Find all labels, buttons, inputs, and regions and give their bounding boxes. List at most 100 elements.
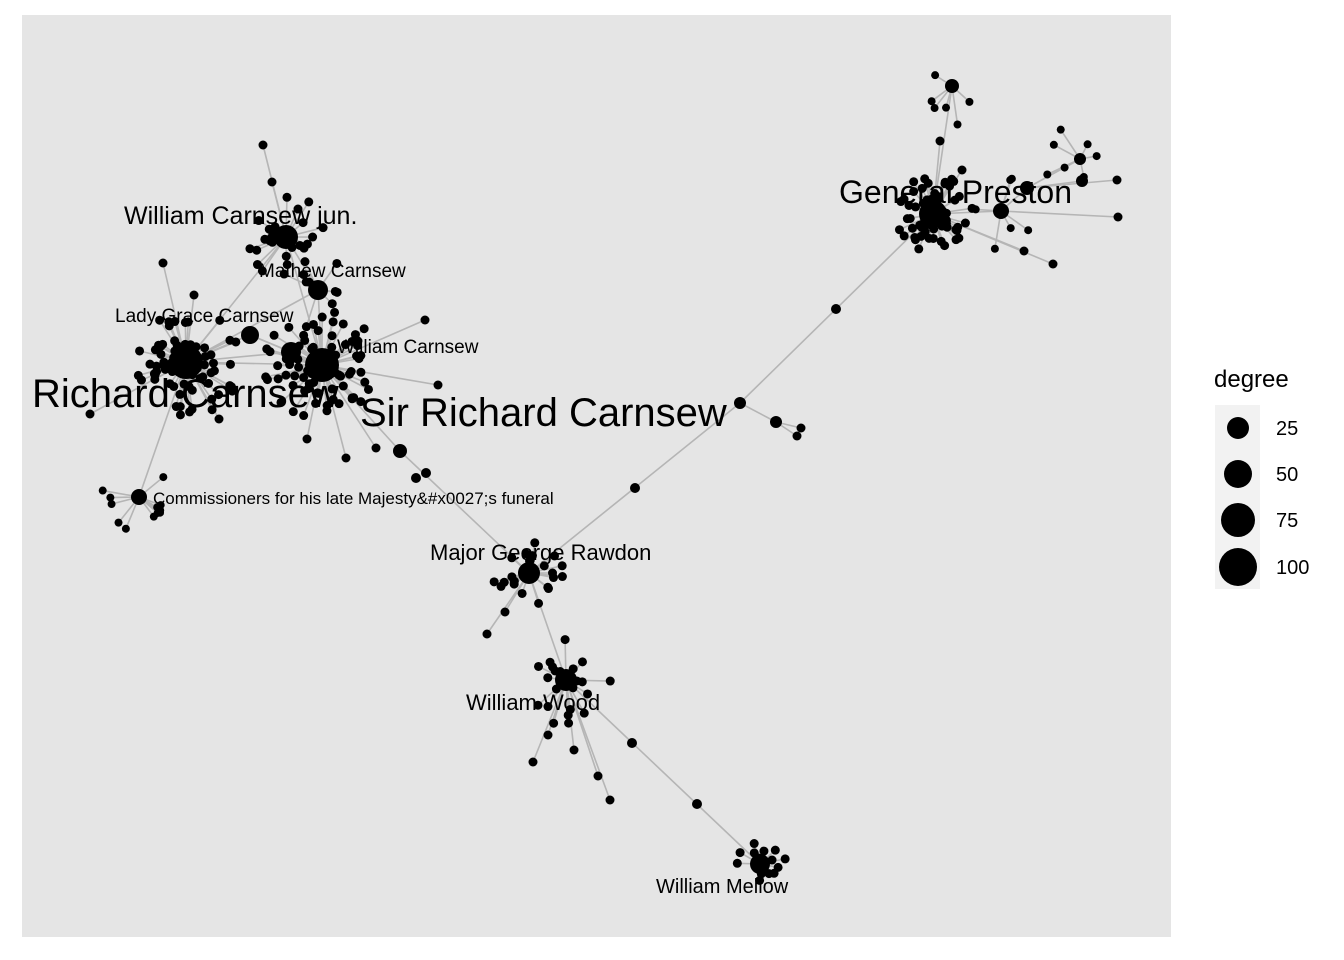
node — [1092, 152, 1101, 161]
node — [583, 689, 593, 699]
node — [560, 635, 570, 645]
edge — [565, 679, 761, 865]
node — [332, 258, 342, 268]
node — [261, 372, 271, 382]
node — [1112, 175, 1122, 185]
node — [347, 393, 357, 403]
node — [159, 361, 169, 371]
node — [569, 745, 579, 755]
legend-dot-50 — [1224, 460, 1252, 488]
node — [759, 846, 769, 856]
node — [327, 342, 337, 352]
node — [557, 572, 567, 582]
node — [1056, 125, 1065, 134]
node — [187, 404, 197, 414]
node — [1019, 246, 1029, 256]
plot-panel — [22, 15, 1171, 937]
node — [214, 414, 224, 424]
node — [496, 581, 506, 591]
node — [945, 79, 959, 93]
node — [792, 431, 802, 441]
label-william-mellow: William Mellow — [656, 876, 789, 898]
node — [949, 176, 959, 186]
node — [215, 315, 225, 325]
edge — [932, 213, 1054, 265]
node — [421, 468, 431, 478]
node — [952, 225, 962, 235]
node — [301, 277, 311, 287]
node — [899, 194, 909, 204]
node — [942, 103, 951, 112]
legend-label-75: 75 — [1276, 510, 1298, 532]
node — [530, 538, 540, 548]
node — [252, 245, 262, 255]
node — [214, 390, 224, 400]
node — [534, 598, 544, 608]
node-layer — [85, 71, 1123, 885]
node — [106, 493, 115, 502]
legend-dot-100 — [1219, 548, 1257, 586]
node — [154, 340, 164, 350]
node — [299, 243, 309, 253]
node — [207, 405, 217, 415]
node — [630, 483, 640, 493]
node — [299, 373, 309, 383]
node — [225, 359, 235, 369]
node — [990, 244, 999, 253]
node — [131, 489, 147, 505]
node — [121, 524, 130, 533]
node — [749, 839, 759, 849]
node — [565, 704, 575, 714]
node — [919, 200, 947, 228]
node — [299, 411, 309, 421]
node — [227, 386, 237, 396]
node — [909, 187, 919, 197]
node — [158, 258, 168, 268]
node — [151, 361, 161, 371]
edge — [1026, 179, 1118, 189]
legend-dot-75 — [1221, 503, 1255, 537]
node — [258, 140, 268, 150]
node — [276, 397, 286, 407]
node — [360, 377, 370, 387]
node — [206, 350, 216, 360]
node — [269, 330, 279, 340]
node — [303, 384, 313, 394]
node — [135, 346, 145, 356]
node — [1113, 212, 1123, 222]
node — [543, 702, 553, 712]
legend-label-50: 50 — [1276, 464, 1298, 486]
node — [281, 370, 291, 380]
node — [951, 235, 961, 245]
label-major-george-rawdon: Major George Rawdon — [430, 540, 651, 565]
node — [953, 120, 962, 129]
node — [284, 322, 294, 332]
node — [507, 553, 517, 563]
node — [539, 561, 549, 571]
node — [579, 708, 589, 718]
label-layer: Richard Carnsew Sir Richard Carnsew Gene… — [32, 174, 1072, 898]
node — [282, 260, 292, 270]
node — [550, 551, 560, 561]
node — [1006, 224, 1015, 233]
node — [557, 561, 567, 571]
node — [927, 97, 936, 106]
node — [207, 394, 217, 404]
node — [175, 402, 185, 412]
edge — [532, 679, 567, 763]
label-william-carnsew-jun: William Carnsew jun. — [124, 202, 357, 230]
node — [346, 367, 356, 377]
node — [627, 738, 637, 748]
node — [931, 71, 940, 80]
node — [1083, 140, 1092, 149]
node — [305, 348, 339, 382]
node — [169, 345, 203, 379]
node — [330, 307, 340, 317]
node — [317, 312, 327, 322]
node — [517, 588, 527, 598]
node — [393, 444, 407, 458]
node — [206, 368, 216, 378]
node — [732, 858, 742, 868]
node — [327, 331, 337, 341]
